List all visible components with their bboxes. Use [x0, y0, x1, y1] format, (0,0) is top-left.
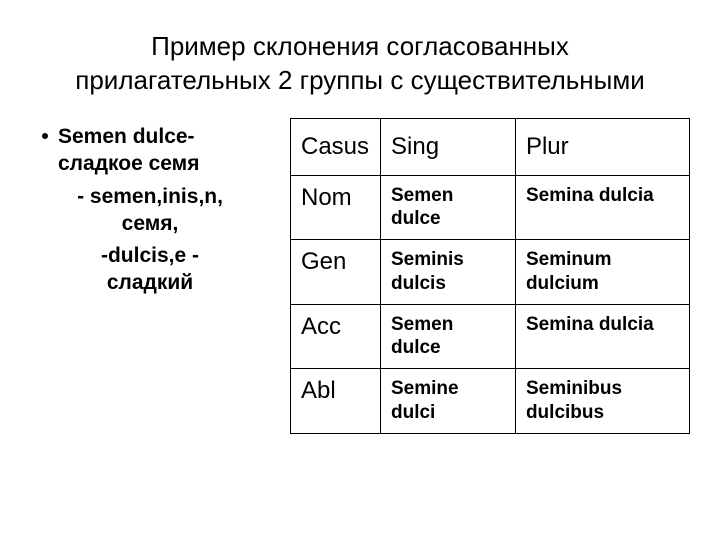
content-area: Semen dulce- сладкое семя - semen,inis,n… [30, 118, 690, 434]
bullet-icon [42, 133, 48, 139]
right-column: Casus Sing Plur Nom Semen dulce Semina d… [290, 118, 690, 434]
acc-sing: Semen dulce [381, 304, 516, 369]
bullet-item: Semen dulce- сладкое семя [30, 123, 270, 178]
sub-item-2: -dulcis,e - сладкий [30, 242, 270, 297]
header-sing: Sing [381, 118, 516, 175]
left-column: Semen dulce- сладкое семя - semen,inis,n… [30, 118, 270, 434]
acc-plur: Semina dulcia [515, 304, 689, 369]
case-gen: Gen [291, 240, 381, 305]
sub1-line-1: - semen,inis,n, [77, 185, 223, 208]
sub1-line-2: семя, [122, 212, 179, 235]
case-acc: Acc [291, 304, 381, 369]
slide: Пример склонения согласованных прилагате… [0, 0, 720, 540]
bullet-line-1: Semen dulce- [58, 125, 195, 148]
title-line-2: прилагательных 2 группы с существительны… [75, 65, 645, 95]
header-plur: Plur [515, 118, 689, 175]
header-casus: Casus [291, 118, 381, 175]
bullet-text: Semen dulce- сладкое семя [58, 123, 199, 178]
abl-plur: Seminibus dulcibus [515, 369, 689, 434]
sub2-line-2: сладкий [107, 271, 193, 294]
case-abl: Abl [291, 369, 381, 434]
case-nom: Nom [291, 175, 381, 240]
slide-title: Пример склонения согласованных прилагате… [30, 30, 690, 98]
title-line-1: Пример склонения согласованных [151, 31, 569, 61]
sub-item-1: - semen,inis,n, семя, [30, 183, 270, 238]
table-row: Gen Seminis dulcis Seminum dulcium [291, 240, 690, 305]
gen-sing: Seminis dulcis [381, 240, 516, 305]
table-row: Nom Semen dulce Semina dulcia [291, 175, 690, 240]
nom-sing: Semen dulce [381, 175, 516, 240]
table-row: Abl Semine dulci Seminibus dulcibus [291, 369, 690, 434]
sub2-line-1: -dulcis,e - [101, 244, 199, 267]
table-row: Acc Semen dulce Semina dulcia [291, 304, 690, 369]
declension-table: Casus Sing Plur Nom Semen dulce Semina d… [290, 118, 690, 434]
table-header-row: Casus Sing Plur [291, 118, 690, 175]
gen-plur: Seminum dulcium [515, 240, 689, 305]
abl-sing: Semine dulci [381, 369, 516, 434]
nom-plur: Semina dulcia [515, 175, 689, 240]
bullet-line-2: сладкое семя [58, 152, 199, 175]
